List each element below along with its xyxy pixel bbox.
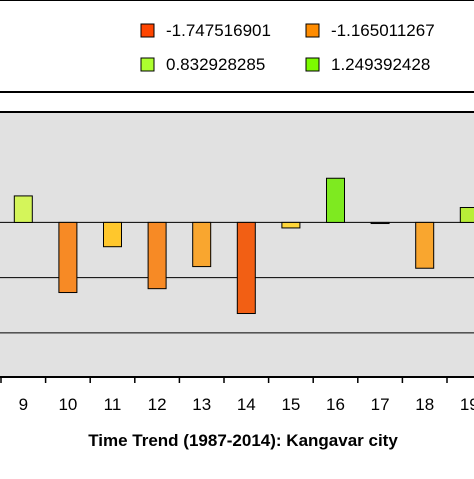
- bar: [459, 207, 474, 223]
- x-tick-label: 17: [371, 395, 390, 414]
- bar: [326, 177, 345, 223]
- legend-swatch: [305, 57, 320, 72]
- legend-swatch: [140, 23, 155, 38]
- bar: [13, 195, 33, 223]
- x-axis-title: Time Trend (1987-2014): Kangavar city: [88, 431, 398, 450]
- x-tick-label: 14: [237, 395, 256, 414]
- bar: [147, 221, 167, 290]
- legend-label: -1.165011267: [331, 21, 435, 40]
- bar: [192, 221, 212, 268]
- x-tick-label: 10: [58, 395, 77, 414]
- x-tick-label: 16: [326, 395, 345, 414]
- legend-box: [0, 0, 474, 93]
- x-tick-label: 18: [415, 395, 434, 414]
- x-axis: 9 10 11 12 13 14 15 16 17 18 19: [0, 376, 474, 414]
- bar: [58, 221, 78, 294]
- legend-swatch: [305, 23, 320, 38]
- legend-label: 0.832928285: [166, 55, 265, 74]
- x-tick-label: 11: [104, 395, 122, 414]
- bar: [103, 221, 122, 248]
- plot-area: [0, 111, 474, 378]
- legend-swatch: [140, 57, 155, 72]
- legend-label: -1.747516901: [166, 21, 271, 40]
- x-tick-label: 9: [19, 395, 28, 414]
- x-tick-label: 19: [460, 395, 474, 414]
- legend-label: 1.249392428: [331, 55, 430, 74]
- legend: -2.330022535-1.747516901-1.1650112670.41…: [0, 0, 474, 93]
- bar: [415, 221, 435, 269]
- x-tick-label: 12: [148, 395, 167, 414]
- bar: [236, 221, 256, 315]
- x-tick-label: 13: [192, 395, 211, 414]
- bar: [370, 221, 390, 225]
- x-tick-label: 15: [281, 395, 300, 414]
- bar: [281, 221, 301, 229]
